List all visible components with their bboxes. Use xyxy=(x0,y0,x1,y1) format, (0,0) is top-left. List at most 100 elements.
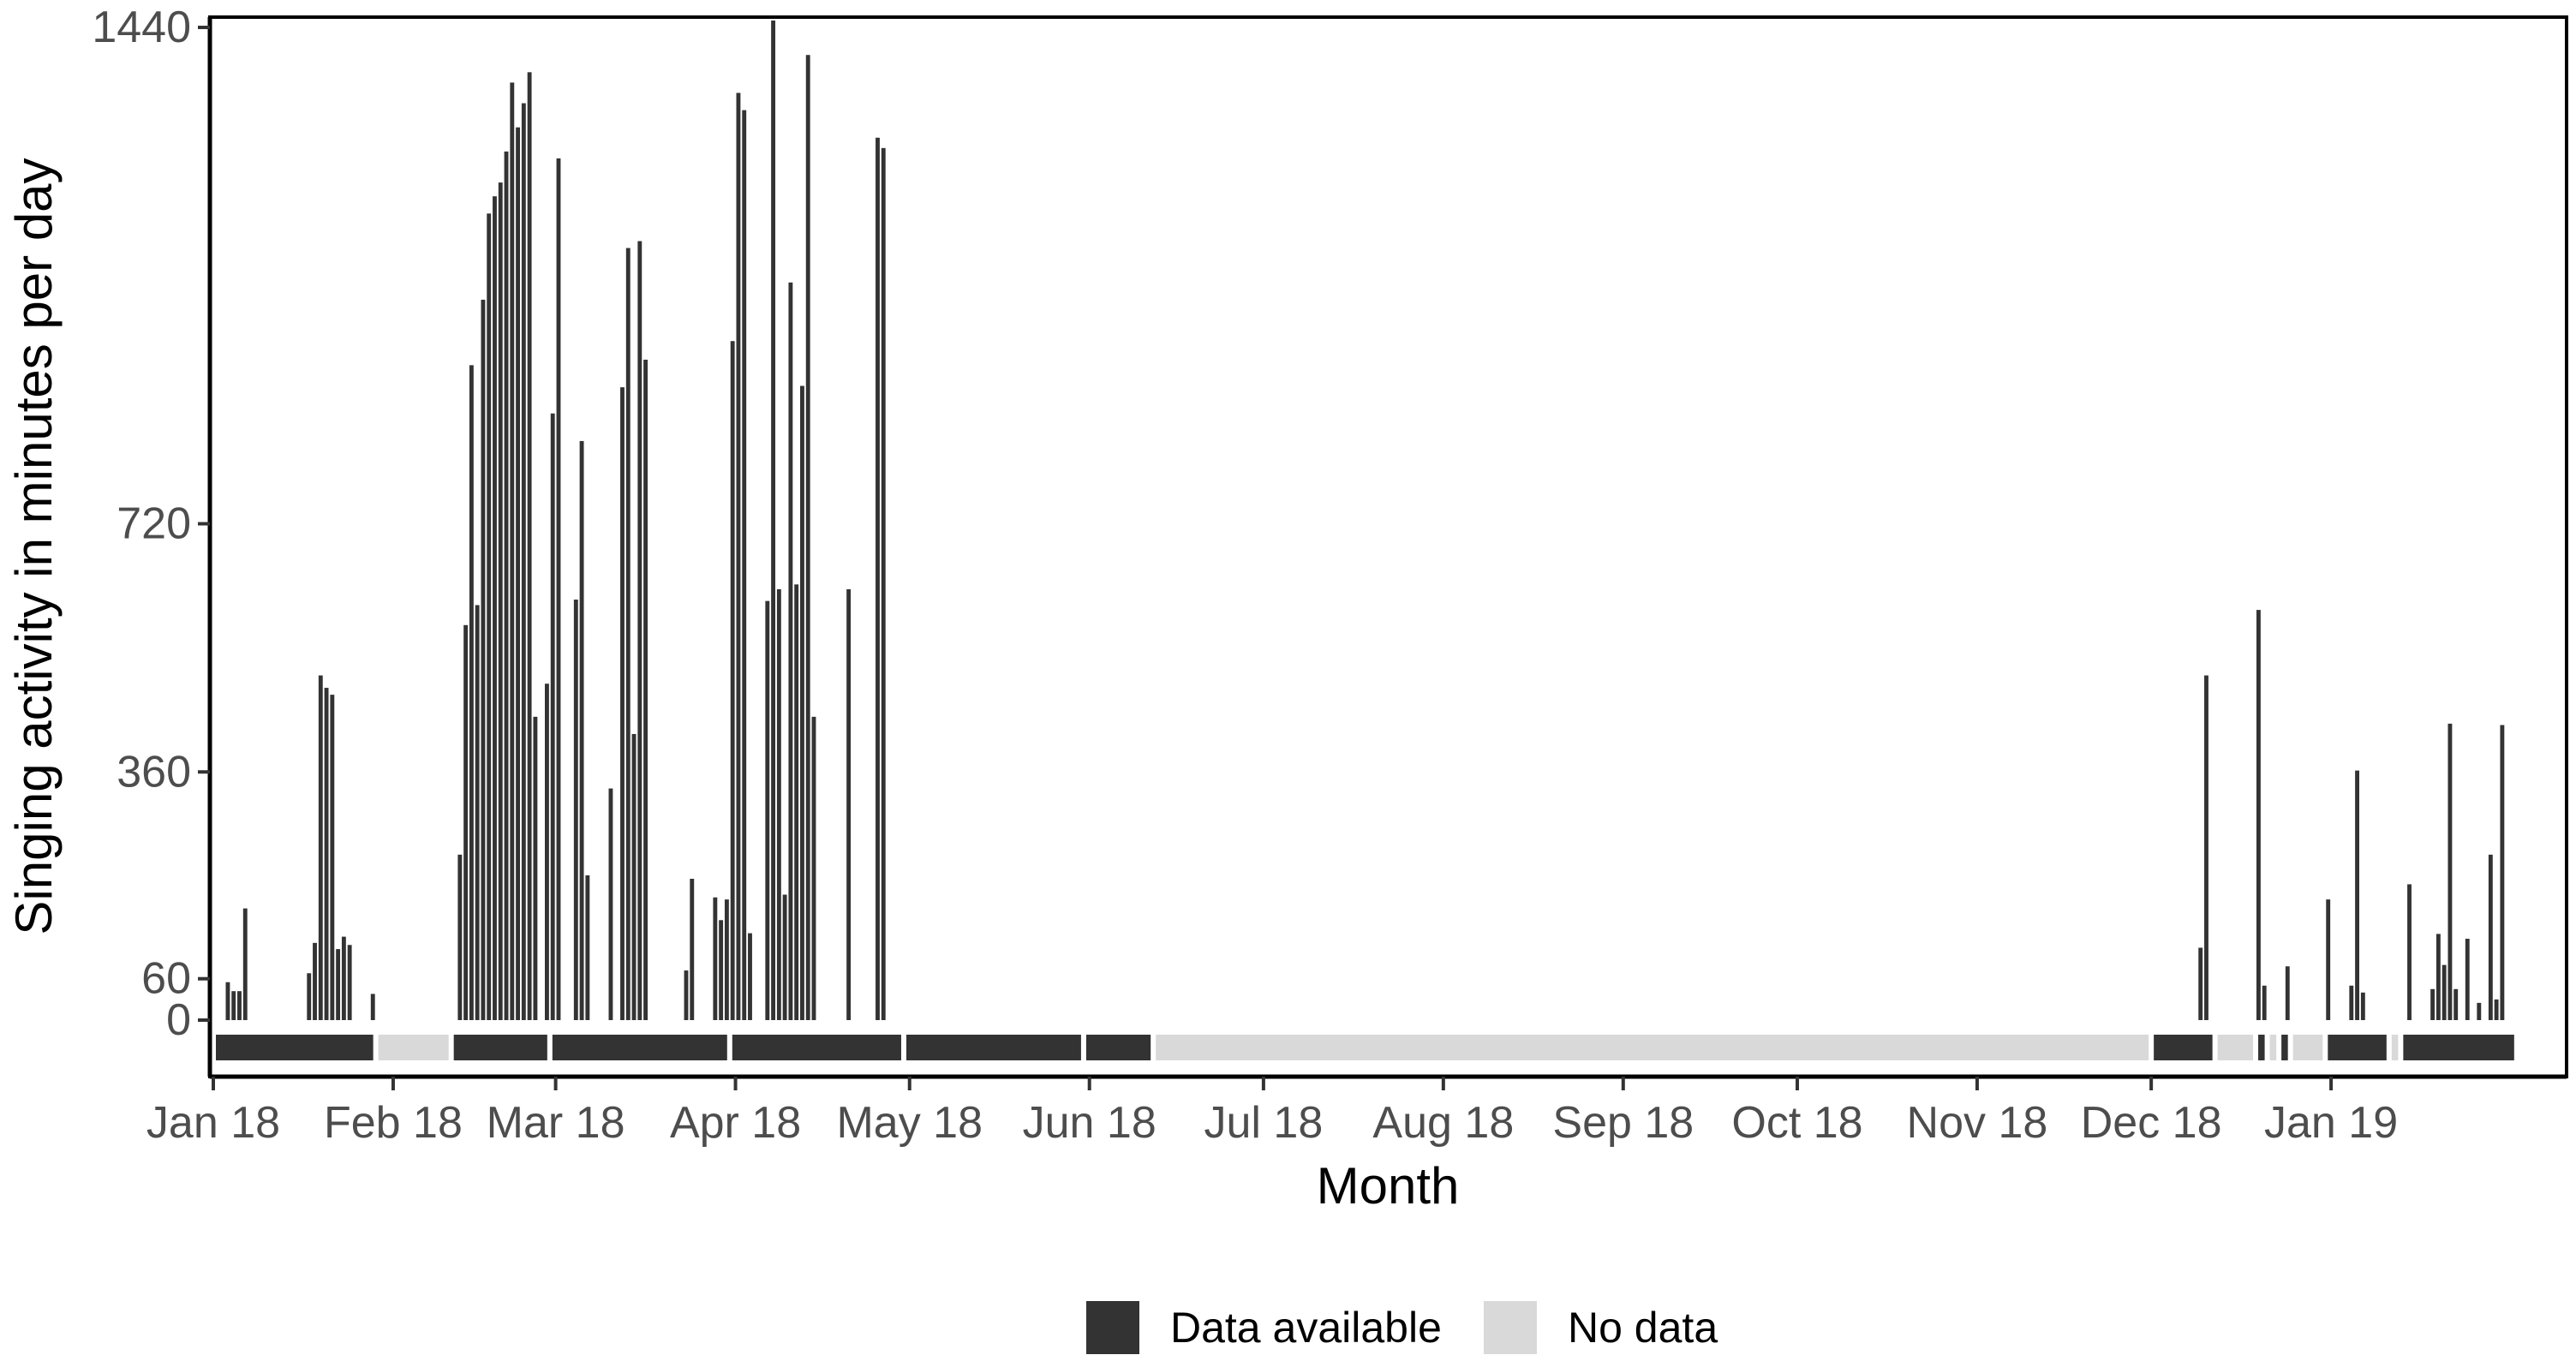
legend-label: Data available xyxy=(1170,1304,1442,1352)
bar xyxy=(2442,964,2447,1020)
y-tick-label: 360 xyxy=(117,747,191,797)
bar xyxy=(2407,884,2412,1020)
bar xyxy=(521,103,526,1021)
bar xyxy=(620,387,625,1020)
bar xyxy=(788,282,793,1021)
x-tick-label: Oct 18 xyxy=(1731,1098,1862,1148)
bar xyxy=(457,854,463,1020)
availability-segment xyxy=(2403,1035,2514,1060)
availability-segment xyxy=(552,1035,727,1060)
y-axis-title: Singing activity in minutes per day xyxy=(5,158,63,934)
bar xyxy=(527,72,532,1021)
bar xyxy=(225,982,230,1020)
x-tick-label: Mar 18 xyxy=(487,1098,625,1148)
bar xyxy=(2447,723,2453,1020)
bar xyxy=(550,413,555,1020)
bar xyxy=(242,908,248,1020)
availability-segment xyxy=(1085,1035,1151,1060)
legend: Data available No data xyxy=(1086,1301,1718,1354)
y-tick-label: 60 xyxy=(141,954,191,1004)
bars xyxy=(225,20,2505,1021)
x-tick-label: May 18 xyxy=(836,1098,983,1148)
x-ticks: Jan 18 Feb 18 Mar 18 Apr 18 May 18 Jun 18 Jul … xyxy=(146,1077,2398,1148)
y-tick-label: 0 xyxy=(166,995,191,1045)
availability-segment xyxy=(2391,1035,2399,1060)
bar xyxy=(510,82,515,1020)
availability-segment xyxy=(2281,1035,2288,1060)
bar xyxy=(805,55,810,1020)
bar xyxy=(730,341,735,1020)
availability-segment xyxy=(2154,1035,2213,1060)
bar xyxy=(625,248,631,1020)
bar xyxy=(876,137,880,1020)
bar xyxy=(794,584,799,1020)
bar xyxy=(881,147,886,1020)
bar xyxy=(493,196,497,1020)
bar xyxy=(2360,992,2365,1020)
legend-key xyxy=(1484,1301,1537,1354)
availability-strip xyxy=(216,1035,2514,1060)
x-tick-label: Apr 18 xyxy=(670,1098,801,1148)
bar xyxy=(330,695,335,1020)
bar xyxy=(776,588,781,1020)
bar xyxy=(2204,675,2208,1020)
bar xyxy=(307,973,312,1020)
x-tick-label: Dec 18 xyxy=(2081,1098,2222,1148)
x-tick-label: Nov 18 xyxy=(1907,1098,2048,1148)
bar xyxy=(237,991,242,1020)
availability-segment xyxy=(378,1035,449,1060)
bar xyxy=(2285,966,2290,1020)
bar xyxy=(765,600,770,1020)
availability-segment xyxy=(2217,1035,2254,1060)
bar xyxy=(318,675,323,1020)
bar xyxy=(736,93,741,1021)
bar xyxy=(2349,985,2354,1020)
bar xyxy=(324,688,329,1020)
bar xyxy=(748,933,752,1020)
bar xyxy=(742,110,747,1020)
bar xyxy=(2465,939,2470,1020)
bar xyxy=(2430,988,2436,1020)
bar xyxy=(800,385,804,1020)
bar xyxy=(370,994,375,1020)
bar xyxy=(2494,999,2499,1020)
bar xyxy=(643,359,648,1020)
legend-label: No data xyxy=(1568,1304,1718,1352)
availability-segment xyxy=(216,1035,374,1060)
availability-segment xyxy=(453,1035,547,1060)
y-ticks: 060 360 720 1440 xyxy=(92,3,210,1045)
bar xyxy=(637,241,643,1020)
availability-segment xyxy=(2328,1035,2387,1060)
bar xyxy=(347,945,352,1020)
bar xyxy=(231,991,236,1020)
bar xyxy=(782,894,787,1020)
availability-segment xyxy=(2258,1035,2265,1060)
bar xyxy=(2500,725,2505,1020)
bar xyxy=(846,588,852,1020)
bar xyxy=(2477,1002,2482,1020)
availability-segment xyxy=(2292,1035,2323,1060)
bar xyxy=(463,624,469,1020)
x-tick-label: Jan 19 xyxy=(2264,1098,2398,1148)
x-tick-label: Jul 18 xyxy=(1204,1098,1324,1148)
bar xyxy=(313,942,317,1020)
y-tick-label: 1440 xyxy=(92,3,191,52)
bar xyxy=(2436,934,2441,1020)
legend-key xyxy=(1086,1301,1139,1354)
bar xyxy=(504,151,509,1020)
availability-segment xyxy=(905,1035,1081,1060)
bar xyxy=(556,158,561,1021)
bar xyxy=(2488,854,2493,1020)
bar xyxy=(545,683,549,1020)
bar xyxy=(771,20,776,1020)
availability-segment xyxy=(1156,1035,2149,1060)
bar xyxy=(713,897,718,1020)
x-tick-label: Jun 18 xyxy=(1023,1098,1157,1148)
x-tick-label: Aug 18 xyxy=(1372,1098,1514,1148)
x-axis-title: Month xyxy=(1317,1157,1460,1215)
bar xyxy=(2262,985,2267,1020)
x-tick-label: Sep 18 xyxy=(1552,1098,1694,1148)
bar xyxy=(719,920,724,1020)
bar xyxy=(2198,947,2203,1020)
